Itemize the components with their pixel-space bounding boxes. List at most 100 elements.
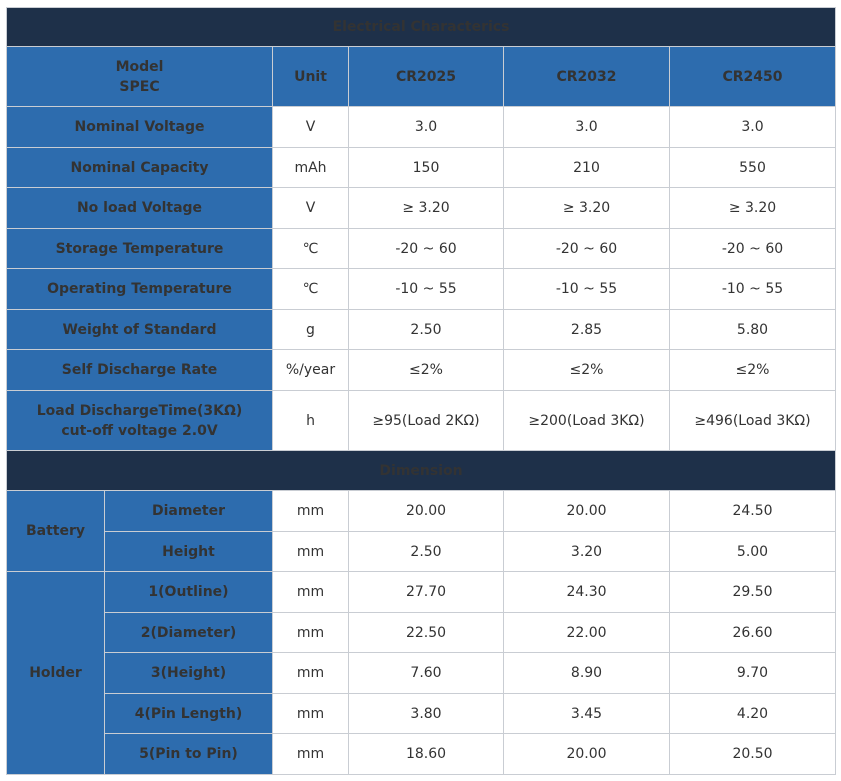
cr2450-value: ≥ 3.20: [669, 187, 836, 229]
row-label: Self Discharge Rate: [6, 349, 273, 391]
cr2025-value: 2.50: [348, 531, 504, 572]
cr2025-value: 3.80: [348, 693, 504, 734]
table-row: 2(Diameter) mm 22.50 22.00 26.60: [7, 612, 836, 653]
cr2025-value: ≤2%: [348, 349, 504, 391]
cr2032-value: ≥200(Load 3KΩ): [503, 390, 670, 451]
cr2025-value: ≥95(Load 2KΩ): [348, 390, 504, 451]
row-label: Storage Temperature: [6, 228, 273, 269]
table-row: Holder 1(Outline) mm 27.70 24.30 29.50: [6, 571, 836, 775]
electrical-section-row: Electrical Characterics: [6, 7, 836, 47]
cr2032-value: 20.00: [503, 490, 670, 532]
table-row: Nominal Capacity mAh 150 210 550: [6, 147, 836, 188]
cr2450-value: 24.50: [669, 490, 836, 532]
cr2025-value: 3.0: [348, 106, 504, 148]
cr2025-value: 7.60: [348, 652, 504, 694]
cr2025-value: 27.70: [348, 571, 504, 613]
cr2450-value: -20 ~ 60: [669, 228, 836, 269]
cr2450-value: 20.50: [669, 733, 836, 775]
row-unit: V: [272, 106, 349, 148]
row-label: Height: [104, 531, 273, 572]
cr2032-value: 22.00: [503, 612, 670, 653]
model-cr2025-header: CR2025: [348, 46, 504, 107]
dimension-section-title: Dimension: [6, 450, 836, 491]
cr2450-value: ≤2%: [669, 349, 836, 391]
cr2025-value: 22.50: [348, 612, 504, 653]
row-label: 1(Outline): [104, 571, 273, 613]
table-row: No load Voltage V ≥ 3.20 ≥ 3.20 ≥ 3.20: [6, 187, 836, 229]
cr2025-value: 150: [348, 147, 504, 188]
cr2032-value: ≤2%: [503, 349, 670, 391]
cr2032-value: ≥ 3.20: [503, 187, 670, 229]
cr2450-value: 29.50: [669, 571, 836, 613]
table-row: Weight of Standard g 2.50 2.85 5.80: [6, 309, 836, 350]
row-unit: h: [272, 390, 349, 451]
holder-group-label: Holder: [6, 571, 105, 775]
cr2032-value: 3.0: [503, 106, 670, 148]
table-row: Height mm 2.50 3.20 5.00: [7, 531, 836, 572]
row-unit: mAh: [272, 147, 349, 188]
row-label: Weight of Standard: [6, 309, 273, 350]
cr2032-value: 8.90: [503, 652, 670, 694]
cr2032-value: 20.00: [503, 733, 670, 775]
cr2450-value: 3.0: [669, 106, 836, 148]
table-row: Self Discharge Rate %/year ≤2% ≤2% ≤2%: [6, 349, 836, 391]
cr2450-value: 5.80: [669, 309, 836, 350]
unit-header: Unit: [272, 46, 349, 107]
row-label: Diameter: [104, 490, 273, 532]
row-label: No load Voltage: [6, 187, 273, 229]
row-label: Nominal Voltage: [6, 106, 273, 148]
table-row: Battery Diameter mm 20.00 20.00 24.50: [6, 490, 836, 572]
spec-table: Electrical Characterics Model SPEC Unit …: [6, 7, 836, 775]
cr2025-value: ≥ 3.20: [348, 187, 504, 229]
dimension-section-row: Dimension: [6, 450, 836, 491]
cr2450-value: 5.00: [669, 531, 836, 572]
table-row: 3(Height) mm 7.60 8.90 9.70: [7, 652, 836, 694]
cr2032-value: 3.45: [503, 693, 670, 734]
model-spec-header: Model SPEC: [6, 46, 273, 107]
row-label: Operating Temperature: [6, 268, 273, 310]
cr2025-value: 2.50: [348, 309, 504, 350]
cr2032-value: -20 ~ 60: [503, 228, 670, 269]
cr2032-value: 210: [503, 147, 670, 188]
row-unit: mm: [272, 612, 349, 653]
cr2032-value: -10 ~ 55: [503, 268, 670, 310]
cutoff-voltage-label: cut-off voltage 2.0V: [61, 422, 218, 439]
row-label: 3(Height): [104, 652, 273, 694]
row-unit: g: [272, 309, 349, 350]
cr2025-value: -20 ~ 60: [348, 228, 504, 269]
row-label: 4(Pin Length): [104, 693, 273, 734]
electrical-section-title: Electrical Characterics: [6, 7, 836, 47]
cr2450-value: 9.70: [669, 652, 836, 694]
cr2032-value: 2.85: [503, 309, 670, 350]
cr2025-value: -10 ~ 55: [348, 268, 504, 310]
row-unit: mm: [272, 571, 349, 613]
row-unit: ℃: [272, 228, 349, 269]
table-row: 4(Pin Length) mm 3.80 3.45 4.20: [7, 693, 836, 734]
row-label: 5(Pin to Pin): [104, 733, 273, 775]
model-label: Model: [115, 58, 164, 75]
cr2025-value: 20.00: [348, 490, 504, 532]
table-row: 5(Pin to Pin) mm 18.60 20.00 20.50: [7, 733, 836, 775]
row-unit: mm: [272, 490, 349, 532]
table-row: Operating Temperature ℃ -10 ~ 55 -10 ~ 5…: [6, 268, 836, 310]
cr2025-value: 18.60: [348, 733, 504, 775]
cr2032-value: 24.30: [503, 571, 670, 613]
row-label: 2(Diameter): [104, 612, 273, 653]
row-unit: V: [272, 187, 349, 229]
cr2450-value: ≥496(Load 3KΩ): [669, 390, 836, 451]
row-unit: mm: [272, 531, 349, 572]
cr2032-value: 3.20: [503, 531, 670, 572]
model-cr2450-header: CR2450: [669, 46, 836, 107]
row-unit: mm: [272, 693, 349, 734]
table-row: Storage Temperature ℃ -20 ~ 60 -20 ~ 60 …: [6, 228, 836, 269]
cr2450-value: 550: [669, 147, 836, 188]
spec-label: SPEC: [119, 78, 160, 95]
model-header-row: Model SPEC Unit CR2025 CR2032 CR2450: [6, 46, 836, 107]
row-label: Load DischargeTime(3KΩ) cut-off voltage …: [6, 390, 273, 451]
row-unit: mm: [272, 733, 349, 775]
cr2450-value: 4.20: [669, 693, 836, 734]
row-unit: ℃: [272, 268, 349, 310]
cr2450-value: 26.60: [669, 612, 836, 653]
row-label: Nominal Capacity: [6, 147, 273, 188]
model-cr2032-header: CR2032: [503, 46, 670, 107]
